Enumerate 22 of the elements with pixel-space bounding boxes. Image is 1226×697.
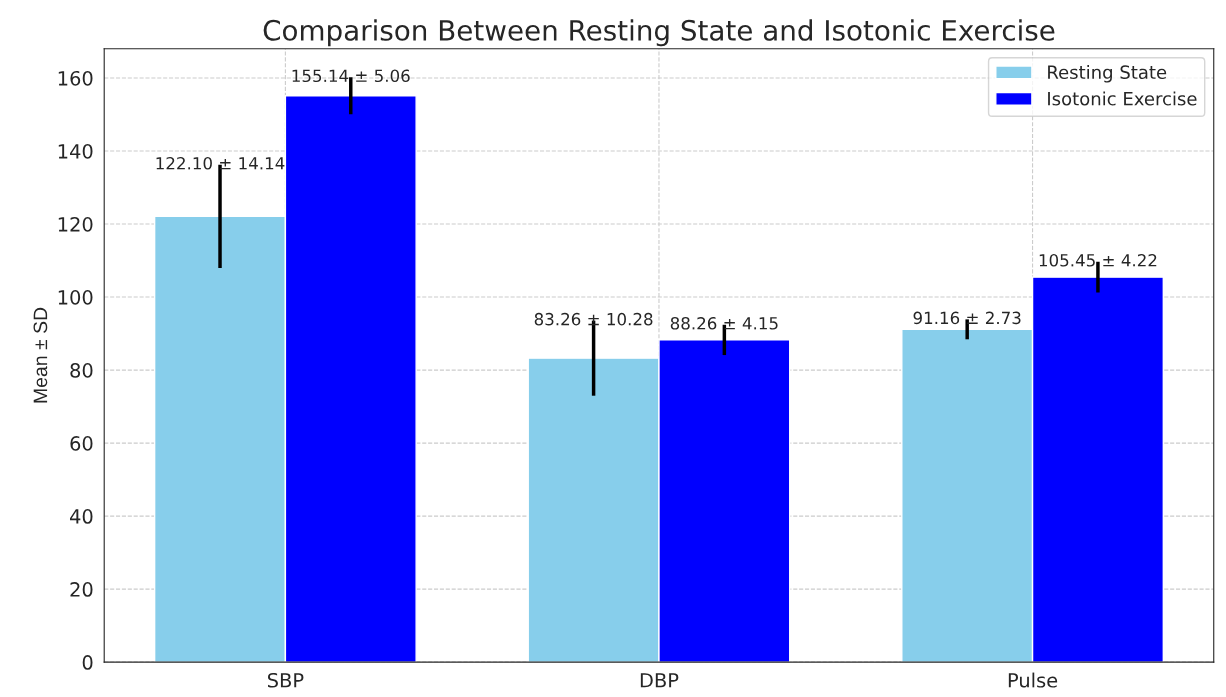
chart-title: Comparison Between Resting State and Isotonic Exercise: [263, 19, 1055, 47]
y-tick-label: 100: [58, 290, 93, 305]
y-tick-label: 60: [70, 436, 93, 451]
legend-label: Isotonic Exercise: [1048, 91, 1197, 106]
data-label: 155.14 ± 5.06: [292, 69, 410, 83]
y-axis-title: Mean ± SD: [33, 307, 48, 403]
y-tick-label: 140: [58, 143, 93, 159]
data-label: 83.26 ± 10.28: [534, 312, 653, 326]
x-tick-label: DBP: [640, 673, 679, 688]
y-tick-label: 20: [70, 582, 93, 597]
y-tick-label: 80: [70, 363, 93, 378]
data-label: 105.45 ± 4.22: [1039, 253, 1157, 267]
y-tick-label: 160: [58, 70, 93, 86]
y-tick-label: 0: [82, 655, 93, 670]
data-label: 88.26 ± 4.15: [670, 316, 778, 330]
x-tick-label: SBP: [267, 672, 304, 688]
data-label: 91.16 ± 2.73: [913, 311, 1021, 325]
y-tick-label: 120: [58, 216, 93, 232]
x-tick-label: Pulse: [1008, 672, 1058, 688]
legend-label: Resting State: [1048, 65, 1167, 83]
data-label: 122.10 ± 14.14: [156, 156, 285, 170]
y-tick-label: 40: [70, 509, 93, 524]
